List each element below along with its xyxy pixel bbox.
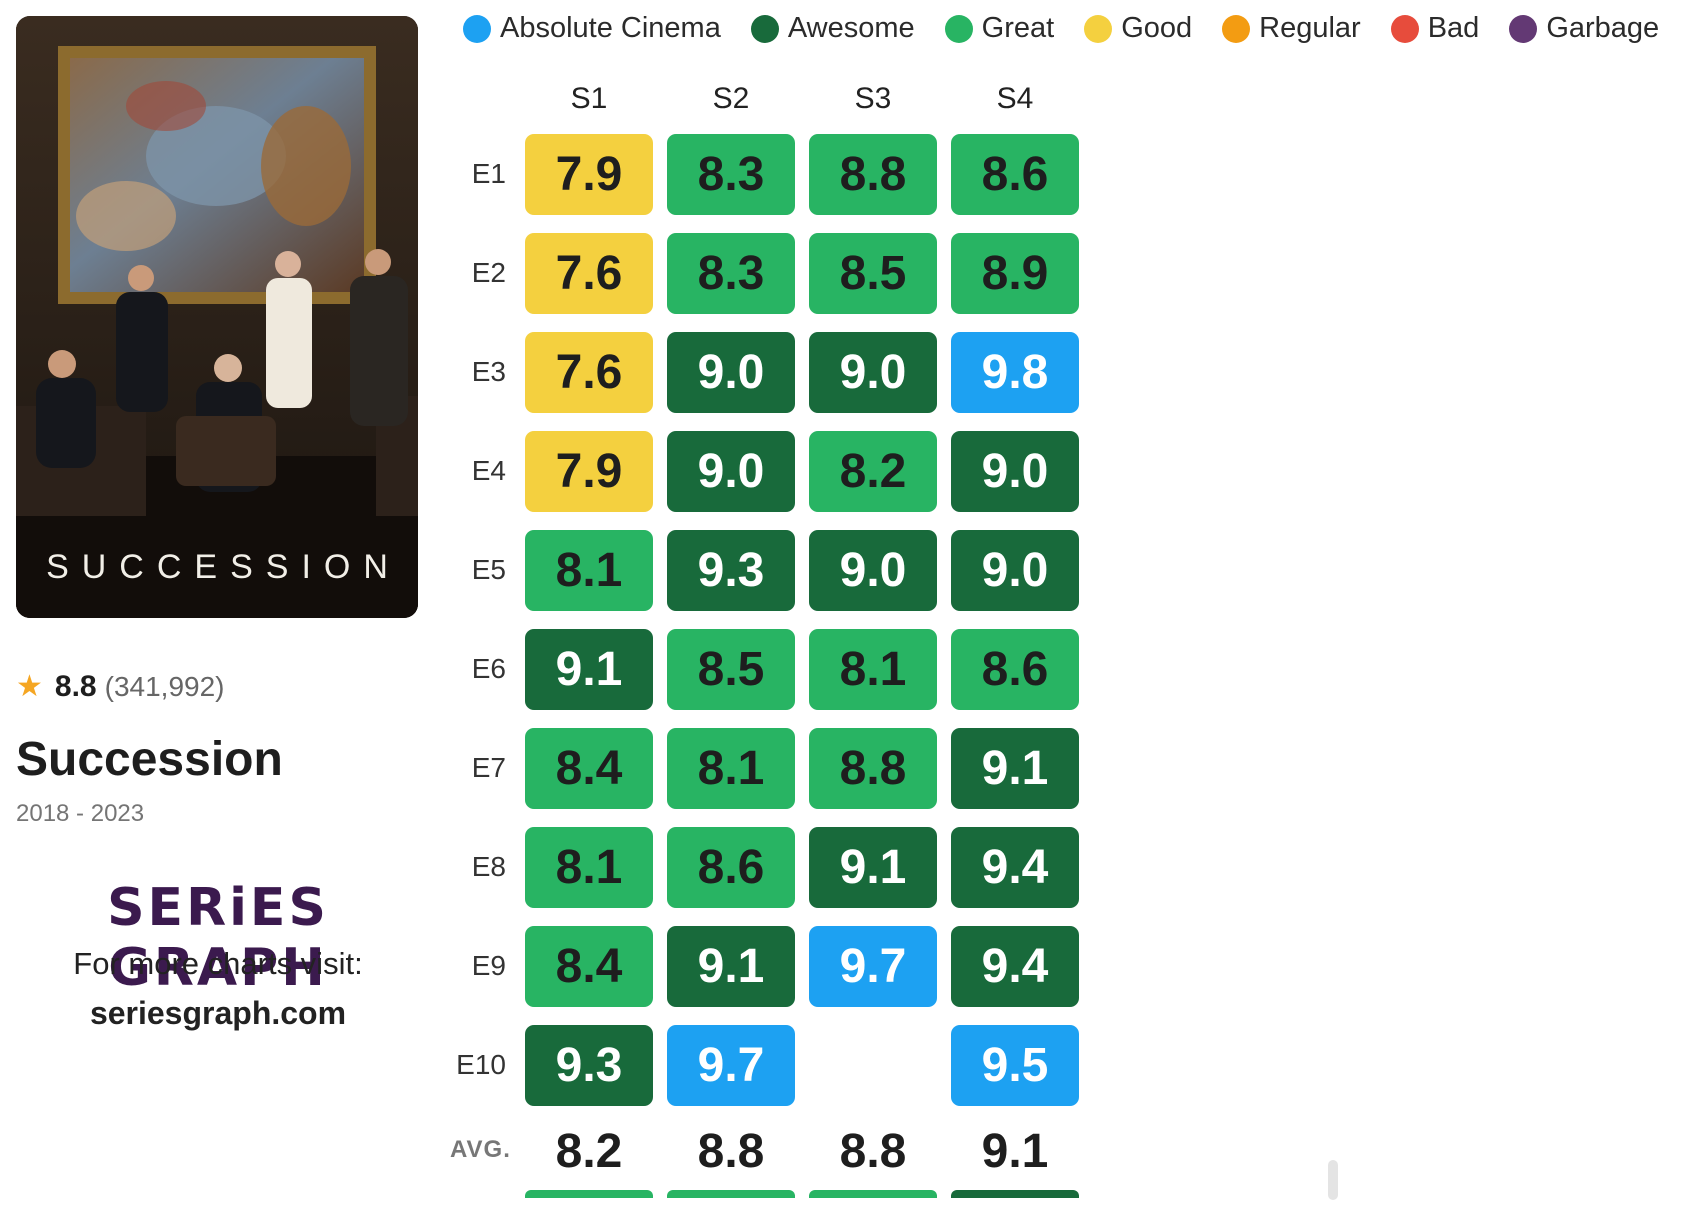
legend-item: Great	[944, 12, 1055, 45]
episode-label: E5	[471, 554, 506, 585]
legend: Absolute Cinema Awesome Great Good Regular Ba…	[463, 12, 1659, 45]
season-average: 8.8	[839, 1125, 907, 1178]
site-link[interactable]: seriesgraph.com	[89, 995, 347, 1031]
episode-label: E3	[471, 356, 506, 387]
poster-artwork	[16, 16, 418, 618]
rating-cell[interactable]: 9.1	[525, 629, 653, 710]
season-average: 8.8	[697, 1125, 765, 1178]
rating-cell[interactable]: 7.6	[525, 233, 653, 314]
rating-cell[interactable]: 8.4	[525, 926, 653, 1007]
legend-label: Awesome	[787, 12, 915, 44]
rating-cell[interactable]: 9.0	[809, 332, 937, 413]
poster-title: SUCCESSION	[46, 548, 401, 586]
rating-cell[interactable]: 9.4	[951, 926, 1079, 1007]
legend-label: Regular	[1259, 12, 1361, 44]
episode-label: E7	[471, 752, 506, 783]
rating-cell[interactable]: 9.5	[951, 1025, 1079, 1106]
rating-cell[interactable]: 9.0	[809, 530, 937, 611]
episode-label: E4	[471, 455, 506, 486]
legend-color-dot	[463, 14, 491, 43]
rating-cell[interactable]: 8.8	[809, 728, 937, 809]
legend-color-dot	[1222, 14, 1251, 43]
season-average: 8.2	[555, 1125, 623, 1178]
rating-cell[interactable]: 9.7	[809, 926, 937, 1007]
episode-label: E10	[456, 1049, 506, 1080]
rating-cell[interactable]: 8.1	[667, 728, 795, 809]
rating-votes: (341,992)	[104, 671, 225, 702]
show-title: Succession	[16, 733, 283, 786]
rating-cell[interactable]: 9.0	[951, 431, 1079, 512]
rating-cell[interactable]: 8.5	[809, 233, 937, 314]
legend-item: Good	[1084, 12, 1192, 45]
episode-label: E2	[471, 257, 506, 288]
rating-cell[interactable]: 9.1	[809, 827, 937, 908]
rating-cell[interactable]: 8.6	[951, 629, 1079, 710]
average-label: AVG.	[450, 1136, 511, 1163]
season-header: S4	[996, 82, 1034, 115]
season-header: S3	[854, 82, 892, 115]
episode-label: E1	[471, 158, 506, 189]
rating-cell[interactable]: 9.1	[667, 926, 795, 1007]
rating-cell[interactable]: 9.7	[667, 1025, 795, 1106]
scroll-indicator	[1328, 1160, 1338, 1200]
legend-item: Regular	[1222, 12, 1361, 45]
legend-color-dot	[944, 14, 973, 43]
rating-cell[interactable]: 8.4	[525, 728, 653, 809]
rating-cell[interactable]: 7.9	[525, 431, 653, 512]
season-header: S1	[570, 82, 608, 115]
legend-color-dot	[1509, 14, 1538, 43]
rating-cell[interactable]: 8.5	[667, 629, 795, 710]
season-average-bar	[809, 1190, 937, 1198]
season-average-bar	[525, 1190, 653, 1198]
rating-cell[interactable]: 9.0	[667, 332, 795, 413]
legend-item: Bad	[1390, 12, 1480, 45]
rating-cell[interactable]: 7.9	[525, 134, 653, 215]
rating-cell[interactable]: 8.1	[525, 827, 653, 908]
rating-cell[interactable]: 9.0	[951, 530, 1079, 611]
legend-label: Absolute Cinema	[500, 12, 721, 44]
rating-cell[interactable]: 7.6	[525, 332, 653, 413]
episode-label: E8	[471, 851, 506, 882]
season-average-bar	[951, 1190, 1079, 1198]
legend-color-dot	[750, 14, 779, 43]
rating-cell[interactable]: 9.4	[951, 827, 1079, 908]
rating-score: 8.8	[54, 670, 97, 703]
rating-cell[interactable]: 8.6	[951, 134, 1079, 215]
rating-cell[interactable]: 8.9	[951, 233, 1079, 314]
legend-label: Bad	[1427, 12, 1480, 44]
rating-row: ★ 8.8 (341,992)	[16, 670, 225, 704]
rating-cell[interactable]: 9.3	[667, 530, 795, 611]
rating-cell[interactable]: 9.0	[667, 431, 795, 512]
visit-text: For more charts visit:	[73, 946, 363, 981]
legend-item: Garbage	[1509, 12, 1659, 45]
show-poster[interactable]: SUCCESSION	[16, 16, 418, 618]
rating-cell[interactable]: 8.1	[525, 530, 653, 611]
series-graph-logo[interactable]: SERiES GRAPH	[16, 878, 420, 998]
rating-cell[interactable]: 9.8	[951, 332, 1079, 413]
episode-label: E9	[471, 950, 506, 981]
logo-text: SERiES GRAPH	[107, 878, 329, 998]
legend-color-dot	[1084, 14, 1113, 43]
legend-label: Garbage	[1546, 12, 1660, 44]
rating-cell[interactable]: 8.1	[809, 629, 937, 710]
legend-label: Good	[1121, 12, 1193, 44]
rating-cell[interactable]: 8.6	[667, 827, 795, 908]
rating-cell[interactable]: 8.3	[667, 233, 795, 314]
legend-color-dot	[1390, 14, 1419, 43]
legend-item: Absolute Cinema	[463, 12, 721, 45]
legend-label: Great	[981, 12, 1055, 44]
rating-cell[interactable]: 9.1	[951, 728, 1079, 809]
rating-cell[interactable]: 8.8	[809, 134, 937, 215]
show-years: 2018 - 2023	[16, 800, 145, 827]
season-average: 9.1	[981, 1125, 1049, 1178]
season-header: S2	[712, 82, 750, 115]
rating-cell[interactable]: 8.2	[809, 431, 937, 512]
legend-item: Awesome	[750, 12, 915, 45]
season-average-bar	[667, 1190, 795, 1198]
rating-cell[interactable]: 9.3	[525, 1025, 653, 1106]
episode-label: E6	[471, 653, 506, 684]
rating-cell[interactable]: 8.3	[667, 134, 795, 215]
star-icon: ★	[16, 670, 43, 703]
